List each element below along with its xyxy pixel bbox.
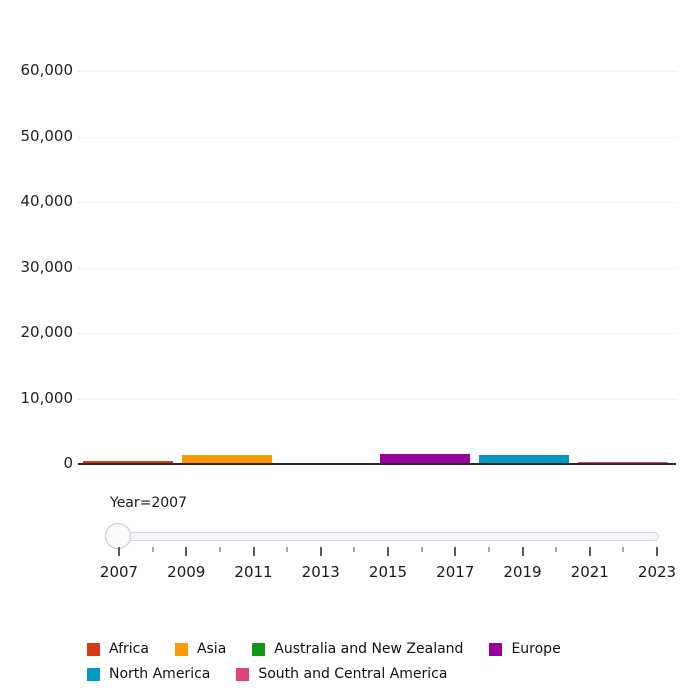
slider-minor-tick [622,547,625,552]
legend-item-south-and-central-america[interactable]: South and Central America [236,666,447,682]
slider-minor-tick [286,547,289,552]
legend-label: Australia and New Zealand [274,641,464,657]
y-gridline [78,267,676,269]
slider-year-label: Year=2007 [110,495,187,511]
slider-major-tick [588,547,591,556]
slider-minor-tick [353,547,356,552]
year-slider-handle[interactable] [105,523,131,549]
y-gridline [78,136,676,138]
legend-label: Africa [109,641,149,657]
legend-swatch [489,642,503,656]
bar-africa[interactable] [82,461,173,464]
slider-minor-tick [151,547,154,552]
legend-item-asia[interactable]: Asia [174,641,227,657]
slider-year-tick-label: 2007 [99,563,139,581]
slider-major-tick [454,547,457,556]
legend-label: South and Central America [258,666,448,682]
bar-north-america[interactable] [478,455,569,464]
y-gridline [78,333,676,334]
slider-major-tick [118,547,120,556]
slider-year-tick-label: 2019 [503,563,542,581]
legend-item-australia-and-new-zealand[interactable]: Australia and New Zealand [252,641,463,657]
legend-label: Europe [511,641,561,657]
slider-major-tick [185,547,188,556]
y-axis-tick-label: 40,000 [20,192,74,210]
slider-year-tick-label: 2009 [167,563,206,581]
year-slider-track[interactable] [107,532,659,541]
legend-swatch [252,642,266,656]
slider-major-tick [521,547,524,556]
y-axis-tick-label: 10,000 [20,388,74,407]
slider-minor-tick [555,547,558,552]
slider-major-tick [656,547,658,556]
slider-year-tick-label: 2015 [368,563,408,581]
slider-major-tick [319,547,322,556]
legend-item-africa[interactable]: Africa [87,641,149,657]
y-axis-tick-label: 50,000 [20,126,74,145]
bar-south-and-central-america[interactable] [577,461,668,464]
y-axis-tick-label: 0 [63,454,73,472]
legend-swatch [174,642,188,656]
legend-label: North America [109,666,211,682]
bar-asia[interactable] [181,454,272,464]
legend-swatch [236,667,250,681]
legend-swatch [87,667,100,681]
slider-minor-tick [487,547,490,552]
slider-minor-tick [420,547,423,552]
y-gridline [78,71,676,72]
bar-europe[interactable] [379,454,470,464]
slider-year-tick-label: 2021 [570,563,609,581]
y-axis-tick-label: 30,000 [20,257,74,276]
slider-year-tick-label: 2011 [234,563,273,581]
legend-label: Asia [196,641,227,657]
slider-year-tick-label: 2013 [301,563,340,581]
slider-major-tick [387,547,389,556]
slider-minor-tick [218,547,221,552]
legend: Africa Asia Australia and New Zealand Europ… [87,641,567,682]
y-gridline [78,202,676,203]
x-axis-line [78,463,676,465]
slider-major-tick [252,547,255,556]
legend-item-north-america[interactable]: North America [87,666,210,682]
slider-year-tick-label: 2023 [637,563,677,581]
legend-item-europe[interactable]: Europe [489,641,561,657]
legend-swatch [87,642,100,656]
slider-year-tick-label: 2017 [436,563,475,581]
y-gridline [78,398,676,400]
y-axis-tick-label: 60,000 [20,61,74,79]
y-axis-tick-label: 20,000 [20,323,74,341]
